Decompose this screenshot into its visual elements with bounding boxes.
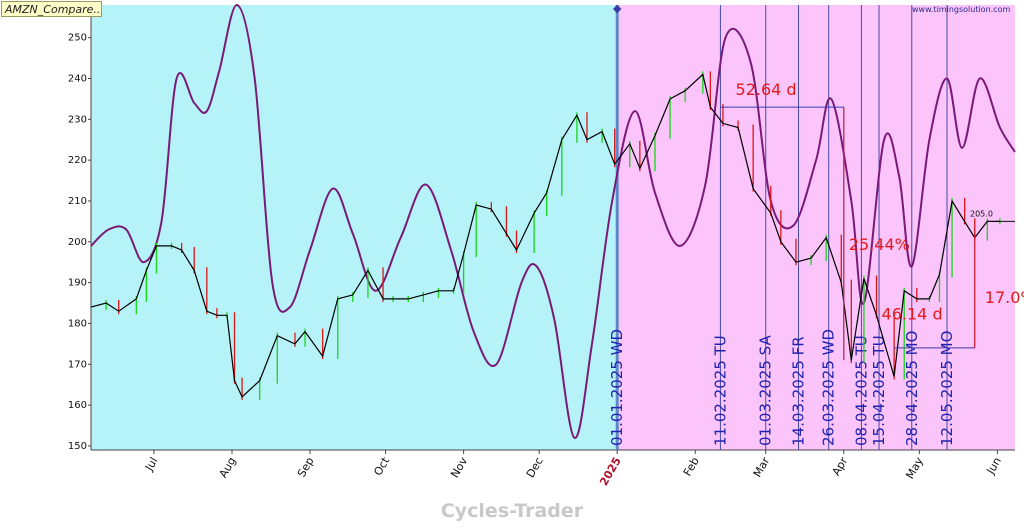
y-tick-label: 190 <box>68 278 87 289</box>
x-tick-label: Apr <box>830 455 851 478</box>
y-tick-label: 230 <box>68 114 87 125</box>
cycle-marker-label: 08.04.2025 TU <box>852 335 870 446</box>
x-tick-label: Sep <box>295 455 317 479</box>
y-tick-label: 200 <box>68 237 87 248</box>
site-url-text: www.timingsolution.com <box>912 5 1010 14</box>
cycle-marker-label: 26.03.2025 WD <box>820 329 838 446</box>
x-axis: Jul Aug Sep Oct Nov Dec 2025 Feb Mar Apr May Jun <box>91 449 1015 488</box>
cycle-layer <box>90 3 1016 439</box>
cycle-marker-label: 01.03.2025 SA <box>757 335 775 446</box>
x-tick-label: Nov <box>448 455 470 481</box>
x-tick-label: Jun <box>984 455 1004 477</box>
last-price-label: 205.0 <box>970 209 993 218</box>
cycle-markers: 01.01.2025 WD 11.02.2025 TU 01.03.2025 SA 1… <box>608 4 956 450</box>
price-layer: 205.0 <box>90 71 1015 400</box>
x-tick-label: 2025 <box>597 455 624 488</box>
x-tick-label: Mar <box>751 455 773 480</box>
y-tick-label: 170 <box>68 359 87 370</box>
measure-annotation: 46.14 d <box>882 304 943 323</box>
x-tick-label: Dec <box>524 455 546 480</box>
y-tick-label: 180 <box>68 318 87 329</box>
x-tick-label: Aug <box>217 455 239 480</box>
cycle-marker-label: 15.04.2025 TU <box>870 335 888 446</box>
y-axis: 150 160 170 180 190 200 210 220 230 240 250 <box>68 5 92 452</box>
measure-annotation: 17.0% <box>985 288 1024 307</box>
x-tick-label: Jul <box>142 455 160 474</box>
x-tick-label: May <box>903 455 926 482</box>
past-period-background <box>91 5 618 450</box>
cycle-marker-label: 11.02.2025 TU <box>711 335 729 446</box>
y-tick-label: 210 <box>68 196 87 207</box>
y-tick-label: 160 <box>68 400 87 411</box>
price-line <box>90 73 1000 398</box>
annotation-layer: 52.64 d 25.44% 46.14 d 17.0% <box>720 80 1024 361</box>
y-tick-label: 240 <box>68 73 87 84</box>
footer-watermark: Cycles-Trader <box>440 500 584 522</box>
measure-annotation: 25.44% <box>849 235 910 254</box>
cycle-marker-label: 12.05.2025 MO <box>938 331 956 446</box>
cycle-marker-label: 28.04.2025 MO <box>903 331 921 446</box>
x-tick-label: Oct <box>371 454 392 478</box>
measure-annotation: 52.64 d <box>736 80 797 99</box>
cycle-marker-label: 14.03.2025 FR <box>789 336 807 446</box>
y-tick-label: 220 <box>68 155 87 166</box>
cycle-projection-line <box>90 3 1016 439</box>
cycle-marker-label: 01.01.2025 WD <box>608 329 626 446</box>
x-tick-label: Feb <box>681 455 702 478</box>
y-tick-label: 150 <box>68 441 87 452</box>
chart-tab[interactable]: AMZN_Compare... <box>1 1 102 17</box>
y-tick-label: 250 <box>68 33 87 44</box>
